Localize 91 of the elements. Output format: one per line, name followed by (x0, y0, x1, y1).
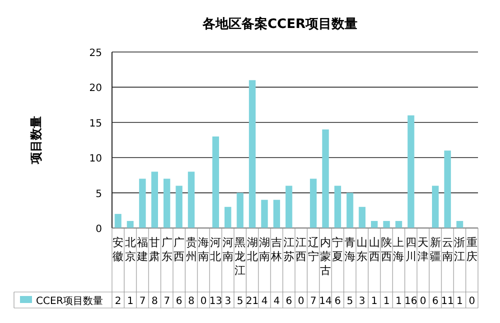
bar (224, 206, 232, 228)
bar (322, 129, 329, 228)
x-tick-label: 云南 (442, 236, 453, 263)
data-label: 8 (188, 296, 194, 307)
x-tick-label: 陕西 (381, 236, 392, 263)
x-tick-label: 江苏 (283, 236, 294, 263)
data-label: 3 (224, 296, 232, 307)
bar (248, 80, 256, 228)
bar (176, 186, 182, 228)
data-label: 14 (319, 296, 332, 307)
x-tick-label: 福建 (136, 236, 148, 263)
data-label: 7 (164, 296, 170, 307)
x-tick-label: 贵州 (186, 236, 197, 263)
bar (383, 220, 390, 228)
data-label: 0 (468, 296, 476, 307)
data-label: 11 (441, 296, 454, 307)
bar (151, 172, 158, 228)
y-tick-label: 15 (89, 118, 102, 130)
data-label: 7 (139, 296, 146, 307)
chart-title: 各地区备案CCER项目数量 (202, 16, 358, 32)
data-label: 0 (420, 296, 426, 307)
bar (358, 206, 366, 228)
y-axis-title: 项目数量 (29, 116, 43, 165)
x-tick-label: 浙江 (454, 236, 466, 263)
x-tick-label: 新疆 (430, 236, 441, 263)
data-label: 5 (346, 296, 354, 307)
x-tick-label: 内蒙古 (320, 236, 331, 277)
x-tick-label: 吉林 (270, 236, 282, 263)
bar (261, 200, 268, 228)
data-label: 4 (261, 296, 268, 307)
data-label: 0 (200, 296, 207, 307)
x-tick-label: 重庆 (466, 236, 478, 263)
data-label: 1 (127, 296, 134, 307)
x-tick-label: 安徽 (112, 236, 124, 263)
x-tick-label: 河北 (210, 236, 222, 263)
x-tick-label: 四川 (405, 236, 416, 263)
data-label: 4 (274, 296, 280, 307)
data-label: 6 (286, 296, 292, 307)
y-tick-label: 5 (96, 188, 102, 200)
data-label: 1 (396, 296, 402, 307)
x-tick-label: 宁夏 (332, 236, 344, 263)
x-tick-label: 河南 (222, 236, 234, 263)
x-tick-label: 广西 (174, 236, 185, 263)
data-label: 3 (358, 296, 366, 307)
data-label: 1 (371, 296, 378, 307)
data-label: 0 (298, 296, 304, 307)
bar (444, 150, 451, 228)
x-tick-label: 山西 (368, 236, 380, 263)
y-tick-label: 10 (89, 154, 102, 165)
x-tick-label: 湖南 (259, 236, 270, 263)
data-label: 16 (404, 296, 418, 307)
data-label: 6 (334, 296, 341, 307)
bar (139, 178, 146, 228)
bar (310, 178, 317, 228)
x-tick-label: 广东 (161, 236, 172, 263)
bar (236, 192, 244, 228)
data-label: 7 (310, 296, 316, 307)
data-label: 1 (456, 296, 463, 307)
legend-label: CCER项目数量 (36, 296, 104, 307)
bar (273, 200, 280, 228)
x-tick-label: 山东 (356, 236, 368, 263)
y-tick-label: 0 (96, 224, 102, 235)
x-tick-label: 湖北 (246, 236, 258, 263)
data-label: 1 (383, 296, 390, 307)
x-tick-label: 辽宁 (308, 236, 319, 263)
data-label: 13 (209, 296, 222, 307)
x-tick-label: 江西 (296, 236, 307, 263)
data-label: 5 (236, 296, 244, 307)
x-tick-label: 天津 (418, 236, 429, 263)
x-tick-label: 青海 (344, 236, 356, 263)
bar (164, 178, 170, 228)
bar (114, 214, 122, 228)
data-label: 21 (246, 296, 259, 307)
data-label: 6 (176, 296, 182, 307)
bar (334, 186, 342, 228)
x-tick-label: 甘肃 (149, 236, 160, 263)
x-tick-label: 北京 (124, 236, 136, 263)
bar (212, 136, 220, 228)
y-tick-label: 20 (89, 83, 102, 94)
x-tick-label: 上海 (393, 236, 404, 263)
bar (432, 186, 439, 228)
data-label: 2 (114, 296, 122, 307)
x-tick-label: 黑龙江 (234, 236, 246, 277)
bar (408, 115, 414, 228)
data-label: 6 (432, 296, 438, 307)
bar (188, 172, 195, 228)
y-tick-label: 25 (89, 48, 102, 59)
data-label: 8 (152, 296, 158, 307)
x-tick-label: 海南 (198, 236, 209, 263)
bar (286, 186, 292, 228)
bar (346, 192, 354, 228)
